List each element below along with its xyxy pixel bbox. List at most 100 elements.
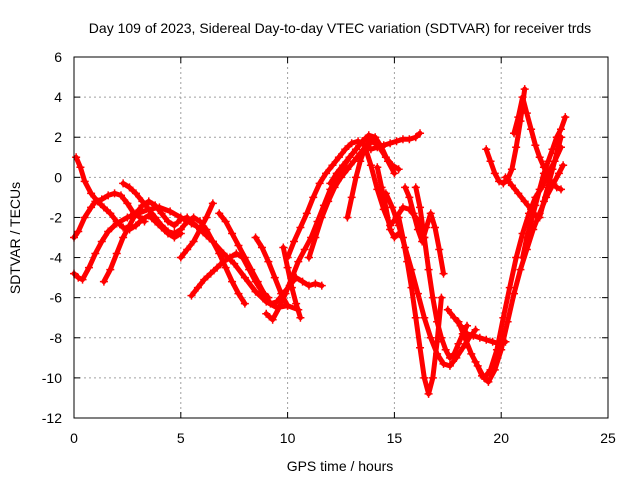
data-point [283, 253, 292, 262]
data-point [433, 337, 442, 346]
data-point [475, 333, 484, 342]
data-point [322, 169, 331, 178]
data-point [268, 315, 277, 324]
y-tick-label: 6 [54, 49, 62, 65]
data-point [176, 253, 185, 262]
data-point [351, 145, 360, 154]
data-point [304, 281, 313, 290]
data-point [123, 199, 132, 208]
data-point [84, 263, 93, 272]
data-point [557, 125, 566, 134]
data-point [304, 253, 313, 262]
data-point [430, 223, 439, 232]
data-point [264, 257, 273, 266]
series-track [483, 86, 528, 186]
data-point [283, 301, 292, 310]
data-point [386, 139, 395, 148]
data-point [535, 185, 544, 194]
data-point [311, 233, 320, 242]
y-tick-label: -8 [50, 330, 63, 346]
data-point [450, 313, 459, 322]
data-point [266, 299, 275, 308]
data-point [298, 277, 307, 286]
data-point [166, 207, 175, 216]
data-point [300, 245, 309, 254]
data-point [482, 335, 491, 344]
data-point [176, 215, 185, 224]
data-series [70, 85, 570, 398]
data-point [213, 263, 222, 272]
data-point [505, 283, 514, 292]
data-point [520, 197, 529, 206]
data-point [490, 169, 499, 178]
data-point [435, 245, 444, 254]
data-point [533, 213, 542, 222]
data-point [522, 233, 531, 242]
data-point [110, 189, 119, 198]
data-point [527, 205, 536, 214]
data-point [443, 305, 452, 314]
data-point [426, 333, 435, 342]
data-point [351, 173, 360, 182]
data-point [409, 209, 418, 218]
data-point [326, 179, 335, 188]
series-29 [501, 173, 542, 222]
data-point [74, 273, 83, 282]
data-point [240, 299, 249, 308]
data-point [202, 213, 211, 222]
data-point [471, 357, 480, 366]
x-tick-label: 25 [600, 430, 616, 446]
data-point [339, 161, 348, 170]
data-point [279, 243, 288, 252]
data-point [458, 343, 467, 352]
data-point [343, 213, 352, 222]
data-point [97, 237, 106, 246]
data-point [471, 325, 480, 334]
data-point [535, 153, 544, 162]
axis-ticks [73, 56, 609, 419]
data-point [123, 213, 132, 222]
data-point [544, 157, 553, 166]
y-tick-label: 4 [54, 89, 62, 105]
data-point [163, 217, 172, 226]
series-track [120, 180, 248, 307]
data-point [341, 145, 350, 154]
data-point [366, 161, 375, 170]
data-point [416, 203, 425, 212]
data-point [317, 213, 326, 222]
data-point [454, 317, 463, 326]
data-point [144, 205, 153, 214]
data-point [183, 245, 192, 254]
data-point [548, 145, 557, 154]
data-point [343, 165, 352, 174]
data-point [232, 249, 241, 258]
data-point [531, 141, 540, 150]
data-point [488, 337, 497, 346]
data-point [531, 201, 540, 210]
data-point [407, 283, 416, 292]
data-point [518, 93, 527, 102]
data-point [439, 359, 448, 368]
data-point [93, 197, 102, 206]
data-point [157, 221, 166, 230]
data-point [394, 165, 403, 174]
series-8 [215, 209, 326, 308]
data-point [411, 133, 420, 142]
data-point [383, 157, 392, 166]
data-point [398, 203, 407, 212]
data-point [228, 277, 237, 286]
data-point [426, 209, 435, 218]
data-point [328, 161, 337, 170]
data-point [411, 183, 420, 192]
data-point [78, 275, 87, 284]
data-point [439, 269, 448, 278]
data-point [499, 179, 508, 188]
data-point [510, 289, 519, 298]
y-tick-label: -6 [50, 290, 63, 306]
data-point [99, 203, 108, 212]
data-point [253, 277, 262, 286]
data-point [552, 149, 561, 158]
data-point [317, 281, 326, 290]
data-point [125, 221, 134, 230]
data-point [208, 237, 217, 246]
